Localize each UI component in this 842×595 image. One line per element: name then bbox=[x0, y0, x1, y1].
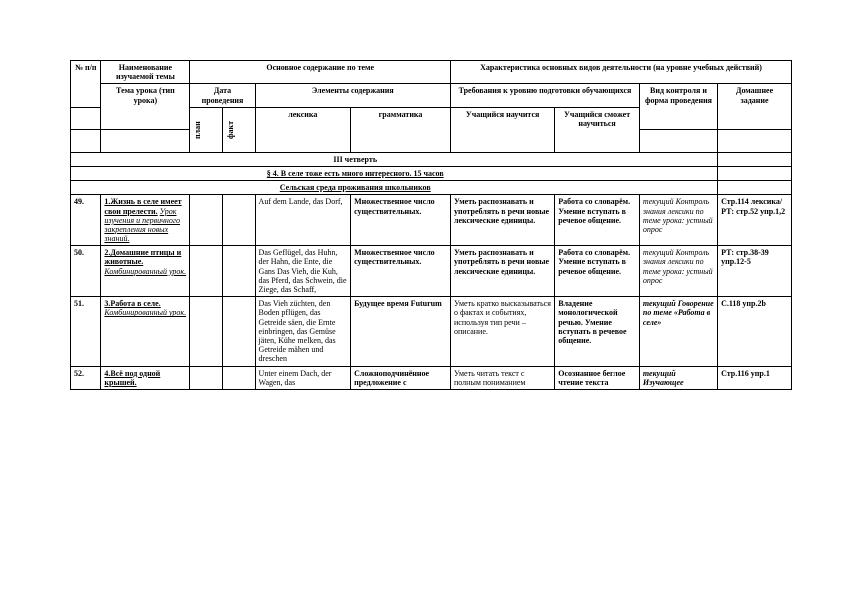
cell-home: С.118 упр.2b bbox=[718, 297, 792, 366]
cell-topic: 1.Жизнь в селе имеет свои прелести. Урок… bbox=[101, 195, 190, 246]
cell-topic: 2.Домашние птицы и животные. Комбинирова… bbox=[101, 246, 190, 297]
cell-num: 49. bbox=[71, 195, 101, 246]
col-activity: Характеристика основных видов деятельнос… bbox=[451, 61, 792, 84]
col-require: Требования к уровню подготовки обучающих… bbox=[451, 84, 640, 107]
cell-will: Уметь распознавать и употреблять в речи … bbox=[451, 195, 555, 246]
col-elements: Элементы содержания bbox=[255, 84, 450, 107]
cell-gram: Сложноподчинённое предложение с bbox=[351, 366, 451, 389]
cell-will: Уметь кратко высказываться о фактах и со… bbox=[451, 297, 555, 366]
cell-lex: Das Vieh züchten, den Boden pflügen, das… bbox=[255, 297, 351, 366]
cell-gram: Множественное число существительных. bbox=[351, 195, 451, 246]
col-can: Учащийся сможет научиться bbox=[555, 107, 640, 152]
header-row-1: № п/п Наименование изучаемой темы Основн… bbox=[71, 61, 792, 84]
cell-fact bbox=[222, 195, 255, 246]
cell-ctrl: текущий Говорение по теме «Работа в селе… bbox=[639, 297, 717, 366]
cell-ctrl: текущий Контроль знания лексики по теме … bbox=[639, 195, 717, 246]
col-control: Вид контроля и форма проведения bbox=[639, 84, 717, 130]
col-fact: факт bbox=[222, 107, 255, 152]
cell-home: Стр.116 упр.1 bbox=[718, 366, 792, 389]
cell-will: Уметь читать текст с полным пониманием bbox=[451, 366, 555, 389]
section-quarter: III четверть bbox=[71, 152, 792, 166]
cell-can: Осознанное беглое чтение текста bbox=[555, 366, 640, 389]
cell-lex: Auf dem Lande, das Dorf, bbox=[255, 195, 351, 246]
cell-lex: Unter einem Dach, der Wagen, das bbox=[255, 366, 351, 389]
cell-gram: Множественное число существительных. bbox=[351, 246, 451, 297]
table-row: 52. 4.Всё под одной крышей. Unter einem … bbox=[71, 366, 792, 389]
col-num: № п/п bbox=[71, 61, 101, 108]
col-topic-type: Тема урока (тип урока) bbox=[101, 84, 190, 130]
cell-lex: Das Geflügel, das Huhn, der Hahn, die En… bbox=[255, 246, 351, 297]
col-topic-name: Наименование изучаемой темы bbox=[101, 61, 190, 84]
section-unit: § 4. В селе тоже есть много интересного.… bbox=[71, 166, 792, 180]
cell-home: Стр.114 лексика/ РТ: стр.52 упр.1,2 bbox=[718, 195, 792, 246]
cell-ctrl: текущий Контроль знания лексики по теме … bbox=[639, 246, 717, 297]
cell-num: 52. bbox=[71, 366, 101, 389]
col-will: Учащийся научится bbox=[451, 107, 555, 152]
cell-num: 50. bbox=[71, 246, 101, 297]
table-row: 51. 3.Работа в селе. Комбинированный уро… bbox=[71, 297, 792, 366]
col-main-content: Основное содержание по теме bbox=[190, 61, 451, 84]
cell-num: 51. bbox=[71, 297, 101, 366]
table-row: 50. 2.Домашние птицы и животные. Комбини… bbox=[71, 246, 792, 297]
header-row-2: Тема урока (тип урока) Дата проведения Э… bbox=[71, 84, 792, 107]
cell-ctrl: текущий Изучающее bbox=[639, 366, 717, 389]
cell-will: Уметь распознавать и употреблять в речи … bbox=[451, 246, 555, 297]
col-date: Дата проведения bbox=[190, 84, 255, 107]
col-lex: лексика bbox=[255, 107, 351, 152]
cell-can: Владение монологической речью. Умение вс… bbox=[555, 297, 640, 366]
section-subunit: Сельская среда проживания школьников bbox=[71, 181, 792, 195]
col-home: Домашнее задание bbox=[718, 84, 792, 130]
cell-plan bbox=[190, 195, 223, 246]
cell-topic: 3.Работа в селе. Комбинированный урок. bbox=[101, 297, 190, 366]
cell-topic: 4.Всё под одной крышей. bbox=[101, 366, 190, 389]
cell-can: Работа со словарём. Умение вступать в ре… bbox=[555, 195, 640, 246]
cell-can: Работа со словарём. Умение вступать в ре… bbox=[555, 246, 640, 297]
table-row: 49. 1.Жизнь в селе имеет свои прелести. … bbox=[71, 195, 792, 246]
cell-home: РТ: стр.38-39 упр.12-5 bbox=[718, 246, 792, 297]
cell-gram: Будущее время Futurum bbox=[351, 297, 451, 366]
col-plan: план bbox=[190, 107, 223, 152]
col-gram: грамматика bbox=[351, 107, 451, 152]
lesson-plan-table: № п/п Наименование изучаемой темы Основн… bbox=[70, 60, 792, 390]
